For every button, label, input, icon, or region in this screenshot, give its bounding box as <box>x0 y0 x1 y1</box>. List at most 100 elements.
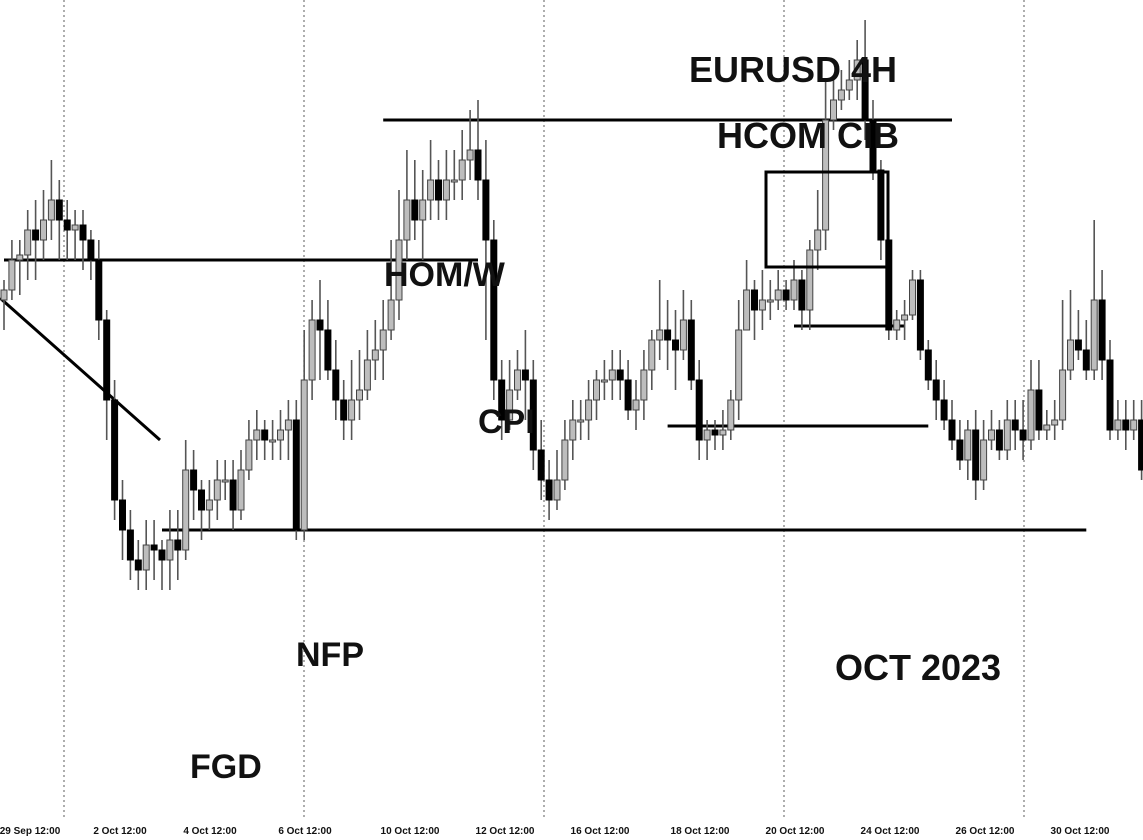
candle-body <box>79 224 87 241</box>
candle-body <box>1122 419 1130 431</box>
candle-body <box>142 544 150 571</box>
candle-body <box>166 539 174 561</box>
candle-body <box>213 479 221 501</box>
candle-body <box>909 279 916 316</box>
candle-body <box>585 399 593 421</box>
x-tick-label: 6 Oct 12:00 <box>278 826 332 837</box>
candle-body <box>529 379 537 451</box>
x-tick-label: 20 Oct 12:00 <box>766 826 825 837</box>
x-tick-label: 24 Oct 12:00 <box>861 826 920 837</box>
candle-body <box>679 319 687 351</box>
candle-body <box>24 229 32 256</box>
candle-body <box>32 229 40 241</box>
candle-body <box>1074 339 1082 351</box>
candle-body <box>126 529 134 561</box>
candle-body <box>71 224 79 231</box>
candle-body <box>656 329 664 341</box>
candle-body <box>545 479 553 501</box>
annotation-fgd: FGD <box>190 748 262 786</box>
candle-body <box>719 429 727 436</box>
candle-body <box>261 429 269 441</box>
chart-subtitle: HCOM CIB <box>717 115 899 156</box>
candle-body <box>830 99 837 121</box>
candle-body <box>292 419 300 531</box>
candle-body <box>253 429 261 441</box>
candle-body <box>269 439 277 443</box>
candle-body <box>1098 299 1106 361</box>
x-axis-ticks: 29 Sep 12:00 2 Oct 12:00 4 Oct 12:00 6 Oct … <box>0 826 1110 837</box>
candle-body <box>751 289 758 311</box>
candle-body <box>387 299 395 331</box>
candle-body <box>482 179 490 241</box>
x-tick-label: 10 Oct 12:00 <box>381 826 440 837</box>
candle-body <box>466 149 474 161</box>
candle-body <box>1138 419 1143 471</box>
candle-body <box>427 179 435 201</box>
candle-body <box>514 369 521 391</box>
x-tick-label: 18 Oct 12:00 <box>671 826 730 837</box>
candle-body <box>782 289 790 301</box>
candle-body <box>1027 389 1035 441</box>
candle-body <box>995 429 1003 451</box>
candle-body <box>277 429 284 441</box>
candle-body <box>806 249 814 311</box>
candle-body <box>640 369 648 401</box>
candle-body <box>174 539 182 551</box>
candle-body <box>8 259 16 291</box>
candle-body <box>1051 419 1059 426</box>
candle-body <box>853 59 861 81</box>
candle-body <box>490 239 498 381</box>
candle-body <box>221 479 229 483</box>
candle-body <box>648 339 656 371</box>
candle-body <box>403 199 411 241</box>
candle-body <box>379 329 387 351</box>
candle-body <box>198 489 205 511</box>
candle-body <box>521 369 529 381</box>
candle-body <box>1035 389 1043 431</box>
candle-body <box>1067 339 1074 371</box>
candle-body <box>695 379 703 441</box>
candle-body <box>735 329 743 401</box>
candle-body <box>1090 299 1098 371</box>
grid-lines <box>63 0 1025 818</box>
highlight-box <box>764 170 890 269</box>
candle-body <box>40 219 47 241</box>
candle-body <box>205 499 213 511</box>
candle-body <box>300 379 308 531</box>
candle-body <box>63 219 71 231</box>
candle-body <box>442 179 450 201</box>
candle-body <box>593 379 600 401</box>
candle-body <box>411 199 419 221</box>
candle-body <box>537 449 545 481</box>
candle-body <box>0 289 8 301</box>
candle-body <box>87 239 95 261</box>
candle-body <box>1019 429 1027 441</box>
x-tick-label: 30 Oct 12:00 <box>1051 826 1110 837</box>
candle-body <box>1106 359 1114 431</box>
candle-body <box>940 399 948 421</box>
x-tick-label: 29 Sep 12:00 <box>0 826 61 837</box>
candle-body <box>474 149 482 181</box>
candle-body <box>924 349 932 381</box>
candle-body <box>1130 419 1138 431</box>
candle-body <box>119 499 126 531</box>
candle-body <box>932 379 940 401</box>
candle-body <box>711 429 719 436</box>
x-tick-label: 2 Oct 12:00 <box>93 826 147 837</box>
candle-body <box>1059 369 1067 421</box>
x-tick-label: 12 Oct 12:00 <box>476 826 535 837</box>
candle-body <box>964 429 972 461</box>
candle-body <box>190 469 198 491</box>
candle-body <box>790 279 798 301</box>
candle-body <box>356 389 363 401</box>
candle-body <box>450 179 458 183</box>
candle-body <box>1082 349 1090 371</box>
candle-body <box>395 239 403 301</box>
candle-body <box>363 359 371 391</box>
candle-body <box>569 419 577 441</box>
candle-body <box>703 429 711 441</box>
candle-body <box>632 399 640 411</box>
candle-body <box>893 319 901 331</box>
candle-body <box>774 289 782 301</box>
candle-body <box>419 199 427 221</box>
